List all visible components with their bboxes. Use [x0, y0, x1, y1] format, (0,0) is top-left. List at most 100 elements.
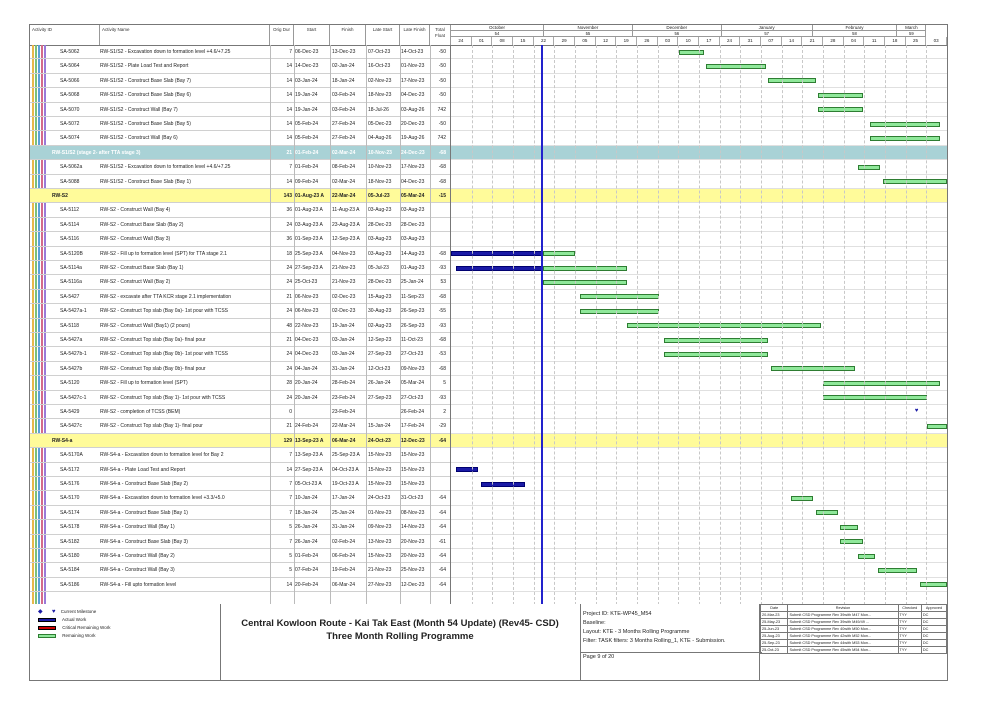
report-subtitle: Three Month Rolling Programme [326, 631, 474, 642]
cell-dur: 7 [289, 481, 292, 487]
remaining-work-bar[interactable] [790, 495, 814, 501]
wbs-group-row[interactable]: RW-S1/S2 (stage 2- after TTA stage 3) 21 0… [30, 145, 450, 161]
cell-start: 25-Oct-23 [295, 279, 318, 286]
cell-tf: 742 [437, 135, 446, 142]
remaining-work-bar[interactable] [679, 49, 704, 55]
table-row[interactable]: SA-5427a-1 RW-S2 - Construct Top slab (Ba… [30, 304, 450, 319]
cell-name: RW-S2 - Construct Base Slab (Bay 2) [100, 221, 184, 228]
revision-cell: DC [920, 625, 948, 633]
remaining-work-bar[interactable] [542, 251, 575, 257]
table-row[interactable]: SA-5120B RW-S2 - Fill up to formation lev… [30, 247, 450, 261]
table-row[interactable]: SA-5088 RW-S1/S2 - Construct Base Slab (B… [30, 175, 450, 189]
table-row[interactable]: SA-5116 RW-S2 - Construct Wall (Bay 3) 36 0… [30, 232, 450, 247]
remaining-work-bar[interactable] [542, 265, 628, 271]
table-row[interactable]: SA-5186 RW-S4-a - Fill upto formation lev… [30, 578, 450, 593]
actual-work-bar[interactable] [455, 265, 543, 271]
col-finish[interactable]: Finish [330, 25, 366, 45]
cell-name: RW-S1/S2 - Construct Wall (Bay 6) [100, 135, 178, 142]
cell-lf: 11-Sep-23 [401, 293, 424, 300]
remaining-work-bar[interactable] [857, 164, 881, 170]
remaining-work-bar[interactable] [823, 395, 928, 401]
table-row[interactable]: SA-5064 RW-S1/S2 - Plate Load Test and Re… [30, 59, 450, 74]
remaining-work-bar[interactable] [768, 78, 816, 84]
table-row[interactable]: SA-5170A RW-S4-a - Excavation down to for… [30, 448, 450, 463]
table-row[interactable]: SA-5172 RW-S4-a - Plate Load Test and Rep… [30, 463, 450, 477]
remaining-work-bar[interactable] [579, 308, 660, 314]
table-row[interactable]: SA-5178 RW-S4-a - Construct Wall (Bay 1) 5… [30, 520, 450, 535]
cell-id: SA-5088 [60, 178, 80, 185]
milestone-icon[interactable]: ♥ [914, 408, 919, 414]
remaining-work-bar[interactable] [823, 380, 940, 386]
table-row[interactable]: SA-5170 RW-S4-a - Excavation down to form… [30, 491, 450, 506]
remaining-work-bar[interactable] [579, 294, 660, 300]
remaining-work-bar[interactable] [818, 92, 863, 98]
table-row[interactable]: SA-5074 RW-S1/S2 - Construct Wall (Bay 6)… [30, 131, 450, 146]
col-start[interactable]: Start [294, 25, 330, 45]
cell-dur: 7 [289, 509, 292, 516]
remaining-work-bar[interactable] [706, 63, 766, 69]
cell-id: SA-5180 [60, 553, 80, 559]
cell-start: 07-Feb-24 [295, 567, 319, 574]
cell-ls: 27-Nov-23 [368, 581, 392, 588]
cell-name: RW-S2 - Construct Top slab (Bay 0a)- fin… [100, 337, 206, 343]
table-row[interactable]: SA-5062a RW-S1/S2 - Excavation down to fo… [30, 160, 450, 175]
table-row[interactable]: SA-5427c-1 RW-S2 - Construct Top slab (Ba… [30, 391, 450, 405]
activity-table: SA-5062 RW-S1/S2 - Excavation down to for… [30, 45, 450, 605]
table-row[interactable]: SA-5429 RW-S2 - completion of TCSS (BEM) 0… [30, 405, 450, 420]
remaining-work-bar[interactable] [870, 121, 940, 127]
cell-start: 01-Sep-23 A [295, 236, 323, 243]
remaining-work-bar[interactable] [927, 423, 947, 429]
remaining-work-bar[interactable] [664, 337, 769, 343]
remaining-work-bar[interactable] [770, 366, 856, 372]
actual-work-bar[interactable] [480, 481, 526, 487]
table-row[interactable]: SA-5116a RW-S2 - Construct Wall (Bay 2) 24… [30, 275, 450, 290]
table-row[interactable]: SA-5174 RW-S4-a - Construct Base Slab (Ba… [30, 506, 450, 521]
remaining-work-bar[interactable] [815, 510, 838, 516]
remaining-work-bar[interactable] [542, 279, 628, 285]
table-row[interactable]: SA-5066 RW-S1/S2 - Construct Base Slab (B… [30, 74, 450, 89]
table-row[interactable]: SA-5427b-1 RW-S2 - Construct Top slab (Ba… [30, 347, 450, 362]
table-row[interactable]: SA-5068 RW-S1/S2 - Construct Base Slab (B… [30, 88, 450, 103]
remaining-work-bar[interactable] [840, 524, 858, 530]
actual-work-bar[interactable] [451, 251, 543, 257]
wbs-group-row[interactable]: RW-S2 143 01-Aug-23 A 22-Mar-24 05-Jul-23 05-… [30, 189, 450, 204]
remaining-work-bar[interactable] [870, 135, 940, 141]
remaining-work-bar[interactable] [664, 351, 769, 357]
table-row[interactable]: SA-5427c RW-S2 - Construct Top slab (Bay … [30, 419, 450, 434]
table-row[interactable]: SA-5176 RW-S4-a - Construct Base Slab (Ba… [30, 477, 450, 492]
col-activity-name[interactable]: Activity Name [100, 25, 270, 45]
table-row[interactable]: SA-5427b RW-S2 - Construct Top slab (Bay … [30, 362, 450, 377]
table-row[interactable]: SA-5114a RW-S2 - Construct Base Slab (Bay… [30, 261, 450, 276]
revision-cell: DC [920, 646, 948, 654]
remaining-work-bar[interactable] [857, 553, 876, 559]
revision-cell: DC [920, 639, 948, 647]
wbs-group-row[interactable]: RW-S4-a 129 13-Sep-23 A 06-Mar-24 24-Oct-23 1… [30, 433, 450, 449]
col-late-finish[interactable]: Late Finish [400, 25, 430, 45]
table-row[interactable]: SA-5062 RW-S1/S2 - Excavation down to for… [30, 45, 450, 60]
remaining-work-bar[interactable] [882, 179, 947, 185]
table-row[interactable]: SA-5072 RW-S1/S2 - Construct Base Slab (B… [30, 117, 450, 132]
table-row[interactable]: SA-5427a RW-S2 - Construct Top slab (Bay … [30, 333, 450, 348]
cell-dur: 36 [286, 236, 292, 243]
col-orig-dur[interactable]: Orig Dur [270, 25, 294, 45]
table-row[interactable]: SA-5114 RW-S2 - Construct Base Slab (Bay … [30, 218, 450, 233]
remaining-work-bar[interactable] [877, 567, 918, 573]
cell-finish: 04-Nov-23 [332, 250, 356, 257]
col-late-start[interactable]: Late Start [366, 25, 400, 45]
week-day-label: 25 [906, 37, 927, 45]
col-activity-id[interactable]: Activity ID [30, 25, 100, 45]
remaining-work-bar[interactable] [919, 582, 947, 588]
table-row[interactable]: SA-5184 RW-S4-a - Construct Wall (Bay 3) 5… [30, 563, 450, 578]
actual-work-bar[interactable] [455, 467, 479, 473]
table-row[interactable]: SA-5112 RW-S2 - Construct Wall (Bay 4) 36 0… [30, 203, 450, 218]
table-row[interactable]: SA-5182 RW-S4-a - Construct Base Slab (Ba… [30, 535, 450, 549]
remaining-work-bar[interactable] [840, 539, 863, 545]
remaining-work-bar[interactable] [627, 323, 821, 329]
table-row[interactable]: SA-5120 RW-S2 - Fill up to formation leve… [30, 376, 450, 391]
table-row[interactable]: SA-5180 RW-S4-a - Construct Wall (Bay 2) 5… [30, 549, 450, 564]
table-row[interactable]: SA-5427 RW-S2 - excavate after TTA KCR st… [30, 290, 450, 305]
table-row[interactable]: SA-5070 RW-S1/S2 - Construct Wall (Bay 7)… [30, 103, 450, 117]
col-total-float[interactable]: Total Float [430, 25, 451, 45]
remaining-work-bar[interactable] [818, 107, 863, 113]
table-row[interactable]: SA-5118 RW-S2 - Construct Wall (Bay1) (2 … [30, 319, 450, 333]
